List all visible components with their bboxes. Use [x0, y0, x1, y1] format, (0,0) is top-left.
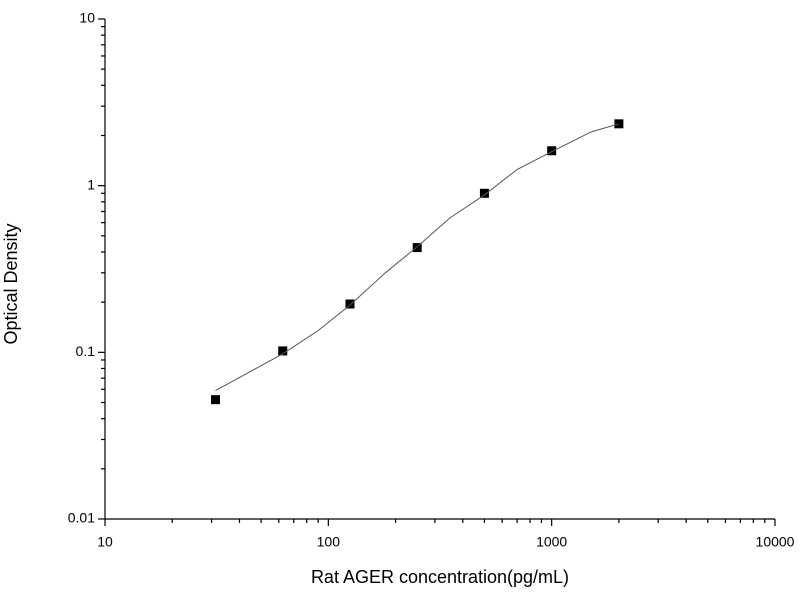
x-tick-label: 1000: [536, 534, 567, 550]
data-point: [479, 188, 489, 198]
x-axis-title: Rat AGER concentration(pg/mL): [311, 567, 569, 587]
x-tick-label: 10000: [756, 534, 795, 550]
data-point: [547, 146, 557, 156]
data-point: [345, 299, 355, 309]
y-tick-label: 10: [79, 10, 95, 26]
data-point: [278, 346, 288, 356]
y-axis-title: Optical Density: [1, 223, 21, 344]
x-tick-label: 100: [317, 534, 341, 550]
y-tick-label: 0.01: [68, 510, 95, 526]
data-point: [412, 243, 422, 253]
y-tick-label: 1: [87, 176, 95, 192]
data-point: [211, 395, 221, 405]
x-tick-label: 10: [97, 534, 113, 550]
y-tick-label: 0.1: [76, 343, 96, 359]
fit-curve: [215, 123, 620, 391]
